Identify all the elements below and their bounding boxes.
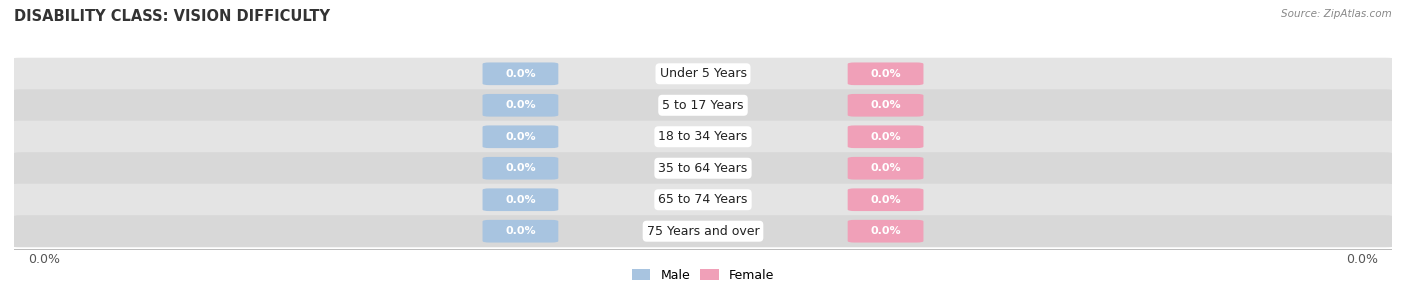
Text: Source: ZipAtlas.com: Source: ZipAtlas.com [1281,9,1392,19]
FancyBboxPatch shape [482,94,558,117]
Text: 65 to 74 Years: 65 to 74 Years [658,193,748,206]
Text: 0.0%: 0.0% [870,132,901,142]
Text: 0.0%: 0.0% [505,226,536,236]
Text: 5 to 17 Years: 5 to 17 Years [662,99,744,112]
FancyBboxPatch shape [4,152,1402,184]
Text: 75 Years and over: 75 Years and over [647,225,759,238]
Text: 0.0%: 0.0% [870,100,901,110]
Text: 0.0%: 0.0% [505,132,536,142]
FancyBboxPatch shape [4,89,1402,121]
FancyBboxPatch shape [848,220,924,242]
Text: 0.0%: 0.0% [870,163,901,173]
FancyBboxPatch shape [482,63,558,85]
FancyBboxPatch shape [848,63,924,85]
Text: 35 to 64 Years: 35 to 64 Years [658,162,748,175]
FancyBboxPatch shape [482,125,558,148]
Text: 0.0%: 0.0% [870,69,901,79]
FancyBboxPatch shape [848,125,924,148]
FancyBboxPatch shape [848,157,924,180]
FancyBboxPatch shape [482,220,558,242]
Text: 0.0%: 0.0% [505,195,536,205]
FancyBboxPatch shape [482,157,558,180]
Text: 0.0%: 0.0% [505,163,536,173]
Legend: Male, Female: Male, Female [627,264,779,287]
Text: 0.0%: 0.0% [505,100,536,110]
FancyBboxPatch shape [848,94,924,117]
Text: 0.0%: 0.0% [1346,253,1378,266]
FancyBboxPatch shape [4,215,1402,247]
Text: 0.0%: 0.0% [28,253,60,266]
Text: 18 to 34 Years: 18 to 34 Years [658,130,748,143]
Text: 0.0%: 0.0% [870,195,901,205]
FancyBboxPatch shape [4,184,1402,216]
FancyBboxPatch shape [4,58,1402,90]
Text: DISABILITY CLASS: VISION DIFFICULTY: DISABILITY CLASS: VISION DIFFICULTY [14,9,330,24]
Text: Under 5 Years: Under 5 Years [659,67,747,80]
FancyBboxPatch shape [4,121,1402,153]
FancyBboxPatch shape [482,188,558,211]
FancyBboxPatch shape [848,188,924,211]
Text: 0.0%: 0.0% [870,226,901,236]
Text: 0.0%: 0.0% [505,69,536,79]
